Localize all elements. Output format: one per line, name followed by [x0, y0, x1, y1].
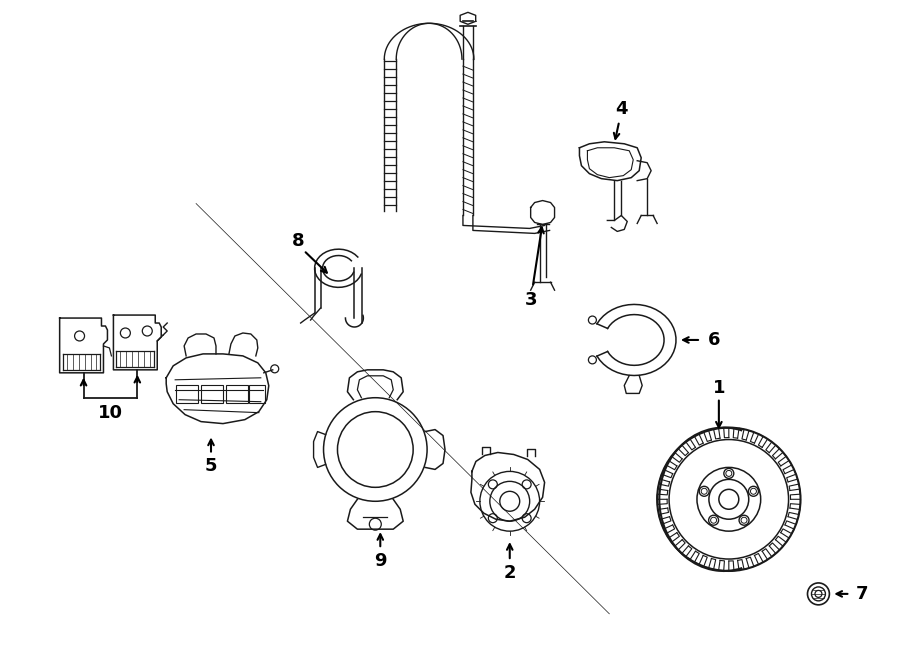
Text: 2: 2 [503, 564, 516, 582]
Bar [201, 385, 223, 403]
Text: 1: 1 [713, 379, 725, 397]
Text: 6: 6 [707, 331, 720, 349]
Text: 9: 9 [374, 552, 386, 570]
Text: 3: 3 [525, 291, 537, 309]
Bar [248, 385, 265, 403]
Bar [226, 385, 248, 403]
Text: 4: 4 [615, 100, 627, 118]
Text: 5: 5 [205, 457, 217, 475]
Text: 10: 10 [98, 404, 123, 422]
Text: 7: 7 [856, 585, 868, 603]
Bar [176, 385, 198, 403]
Text: 8: 8 [292, 233, 305, 251]
